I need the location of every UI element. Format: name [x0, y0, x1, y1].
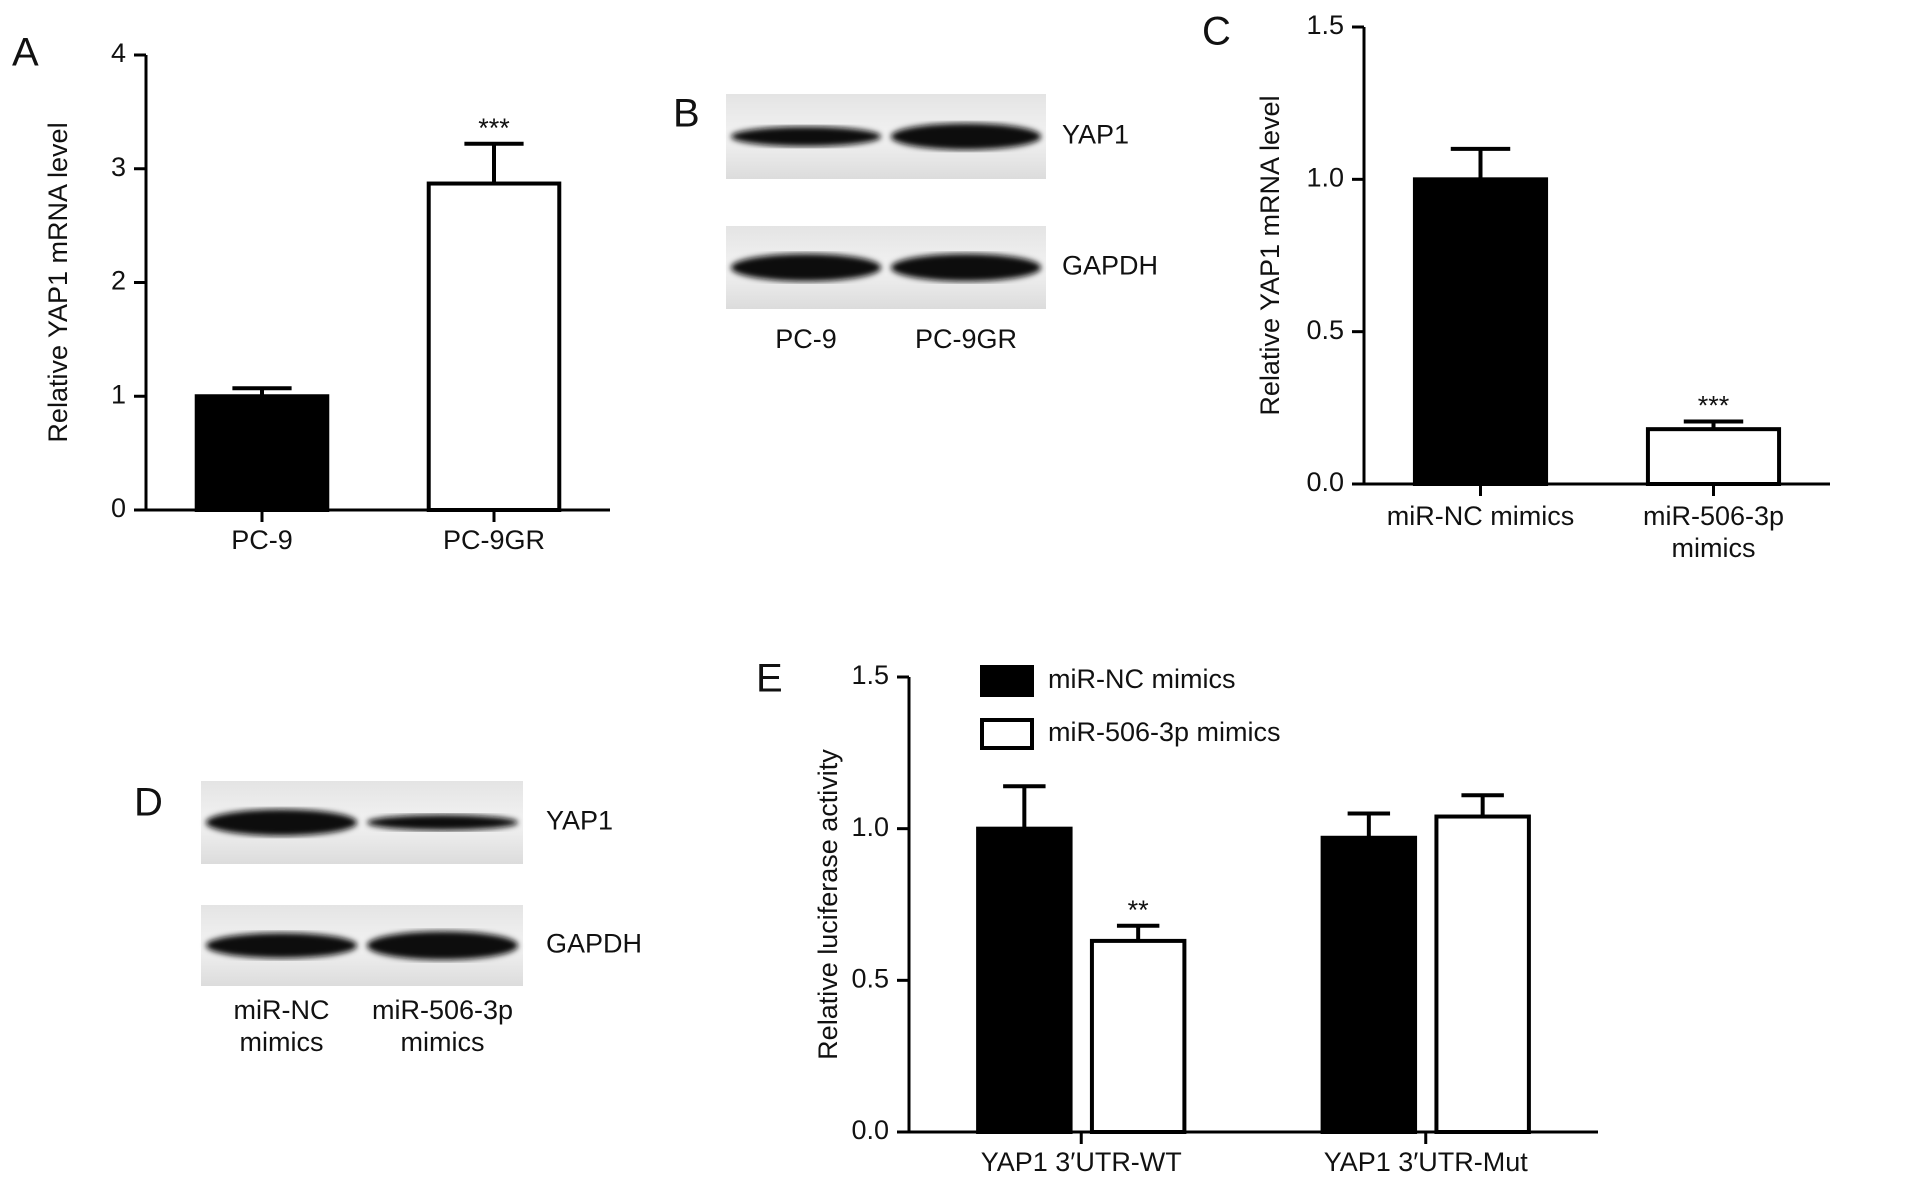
panel-letter: E	[756, 657, 783, 701]
legend-swatch	[980, 665, 1034, 697]
y-tick-label: 1.0	[1306, 162, 1344, 192]
bar	[976, 826, 1073, 1135]
x-tick-label-box: miR-506-3p mimics	[1642, 501, 1785, 563]
x-tick-label: PC-9	[231, 525, 293, 555]
band-label: GAPDH	[1062, 251, 1158, 281]
x-tick-label: YAP1 3′UTR-Mut	[1323, 1147, 1528, 1177]
lane-label: miR-NC mimics	[233, 995, 330, 1057]
panel-letter: D	[134, 781, 163, 825]
significance-label: ***	[478, 113, 510, 143]
blot-band	[890, 123, 1042, 150]
panel-letter: C	[1202, 10, 1231, 54]
blot-band	[205, 932, 358, 959]
y-tick-label: 0.5	[1306, 315, 1344, 345]
x-tick-label-box: miR-NC mimics	[1386, 501, 1575, 531]
x-tick-label: miR-NC mimics	[1386, 501, 1575, 531]
x-tick-label-box: YAP1 3′UTR-Mut	[1323, 1147, 1528, 1177]
legend-label: miR-NC mimics	[1048, 664, 1235, 694]
y-axis-label: Relative YAP1 mRNA level	[1255, 95, 1285, 415]
y-tick-label: 1	[111, 379, 126, 409]
y-tick-label: 2	[111, 266, 126, 296]
bar	[1434, 814, 1531, 1134]
blot-band	[890, 253, 1042, 282]
lane-label: PC-9GR	[914, 324, 1017, 354]
y-tick-label: 1.5	[851, 660, 889, 690]
x-tick-label: YAP1 3′UTR-WT	[980, 1147, 1182, 1177]
y-tick-label: 0.0	[1306, 467, 1344, 497]
lane-label-box: miR-506-3p mimics	[371, 995, 514, 1057]
x-tick-label-box: PC-9	[231, 525, 293, 555]
x-tick-label: PC-9GR	[442, 525, 545, 555]
bar	[1089, 938, 1187, 1135]
band-label: GAPDH	[546, 929, 642, 959]
y-tick-label: 0	[111, 493, 126, 523]
legend-swatch	[980, 718, 1034, 750]
panel-letter: B	[673, 92, 700, 136]
blot-band	[366, 814, 519, 831]
y-tick-label: 0.5	[851, 963, 889, 993]
bar	[1320, 835, 1418, 1134]
y-tick-label: 4	[111, 38, 126, 68]
legend-label: miR-506-3p mimics	[1048, 717, 1281, 747]
blot-band	[205, 809, 358, 836]
y-tick-label: 3	[111, 152, 126, 182]
bar	[194, 394, 330, 512]
bar	[1412, 177, 1549, 486]
blot-band	[366, 931, 519, 960]
x-tick-label: miR-506-3p mimics	[1642, 501, 1785, 563]
significance-label: ***	[1698, 391, 1730, 421]
lane-label-box: PC-9GR	[914, 324, 1017, 354]
y-axis-label: Relative luciferase activity	[813, 749, 843, 1060]
lane-label-box: PC-9	[775, 324, 837, 354]
significance-label: **	[1128, 895, 1150, 925]
y-tick-label: 0.0	[851, 1115, 889, 1145]
y-axis-label: Relative YAP1 mRNA level	[43, 122, 73, 442]
panel-letter: A	[12, 31, 39, 75]
blot-band	[730, 253, 882, 282]
band-label: YAP1	[1062, 120, 1129, 150]
bar	[426, 181, 562, 512]
lane-label-box: miR-NC mimics	[233, 995, 330, 1057]
x-tick-label-box: PC-9GR	[442, 525, 545, 555]
lane-label: PC-9	[775, 324, 837, 354]
bar	[1645, 427, 1782, 487]
y-tick-label: 1.5	[1306, 10, 1344, 40]
lane-label: miR-506-3p mimics	[371, 995, 514, 1057]
y-tick-label: 1.0	[851, 812, 889, 842]
band-label: YAP1	[546, 806, 613, 836]
blot-band	[730, 126, 882, 147]
x-tick-label-box: YAP1 3′UTR-WT	[980, 1147, 1182, 1177]
